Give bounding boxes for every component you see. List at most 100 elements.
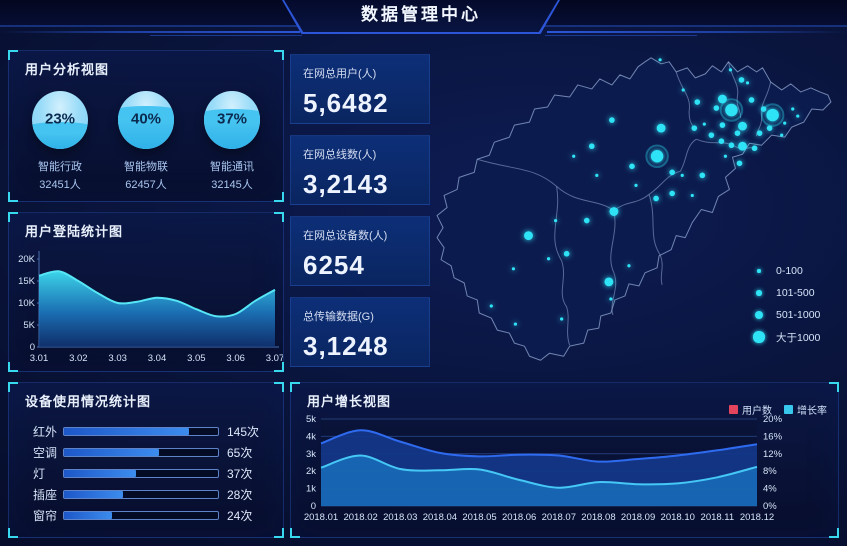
login-x-tick: 3.07 xyxy=(266,353,283,364)
map-bubble xyxy=(694,99,701,105)
device-row: 空调 65次 xyxy=(33,442,269,462)
device-label: 空调 xyxy=(33,445,58,460)
map-bubble xyxy=(489,304,493,308)
map-bubble xyxy=(708,132,715,138)
login-line xyxy=(38,270,276,318)
device-bar-chart: 红外 145次 空调 65次灯 37次 插座 28次 窗帘 24次 xyxy=(9,410,283,525)
region-map: 0-100 101-500 501-1000 大于1000 xyxy=(428,34,847,378)
login-x-tick: 3.03 xyxy=(108,353,127,364)
header-deco-line2-left xyxy=(150,35,302,36)
map-legend-dot-cell xyxy=(750,269,768,273)
growth-x-tick: 2018.09 xyxy=(621,512,655,523)
device-bar-fill xyxy=(64,448,160,456)
corner-bracket xyxy=(8,50,18,60)
device-label: 窗帘 xyxy=(33,508,58,523)
map-legend-dot xyxy=(756,290,762,296)
legend-item[interactable]: 增长率 xyxy=(784,402,827,417)
growth-left-y-tick: 4k xyxy=(306,431,316,442)
map-bubble xyxy=(588,143,595,150)
login-x-tick: 3.06 xyxy=(226,353,245,364)
map-bubble xyxy=(563,250,570,257)
corner-bracket xyxy=(274,50,284,60)
device-bar-fill xyxy=(64,427,189,435)
corner-bracket xyxy=(829,382,839,392)
legend-label: 用户数 xyxy=(742,406,772,417)
growth-left-y-tick: 2k xyxy=(306,466,316,477)
map-bubble xyxy=(791,107,795,111)
stat-value: 6254 xyxy=(303,250,365,280)
map-bubble xyxy=(760,106,767,112)
legend-swatch xyxy=(729,405,738,414)
header-deco-line-left xyxy=(0,31,300,33)
legend-label: 增长率 xyxy=(797,406,827,417)
map-bubble-halo xyxy=(719,98,744,122)
map-bubble xyxy=(583,217,590,224)
map-bubble xyxy=(734,130,741,136)
map-bubble xyxy=(609,207,619,216)
growth-right-y-tick: 16% xyxy=(763,431,783,442)
map-bubble xyxy=(511,267,516,271)
growth-x-tick: 2018.05 xyxy=(462,512,496,523)
map-bubble xyxy=(609,117,615,123)
map-bubble xyxy=(699,172,706,179)
stat-card: 在网总用户(人) 5,6482 xyxy=(290,54,430,124)
map-bubble xyxy=(513,322,518,326)
gauge-percent: 23% xyxy=(44,110,76,128)
panel-title-user-analysis: 用户分析视图 xyxy=(25,62,110,77)
gauge-count: 32145人 xyxy=(211,179,253,191)
map-bubble xyxy=(634,183,638,188)
device-value: 37次 xyxy=(227,466,253,481)
login-y-tick: 5K xyxy=(23,320,35,331)
map-legend-label: 101-500 xyxy=(776,287,815,299)
device-row: 插座 28次 xyxy=(33,484,269,504)
map-bubble xyxy=(572,154,576,158)
map-bubble xyxy=(796,114,800,118)
growth-right-y-tick: 20% xyxy=(763,414,783,425)
map-legend-item: 501-1000 xyxy=(750,304,820,326)
device-bar-fill xyxy=(64,469,137,477)
corner-bracket xyxy=(8,192,18,202)
device-label: 红外 xyxy=(33,424,58,439)
map-bubble xyxy=(627,264,631,268)
map-bubble xyxy=(680,173,684,177)
login-y-tick: 10K xyxy=(18,298,36,309)
gauge-liquid-fill xyxy=(204,109,260,149)
stat-value: 3,2143 xyxy=(303,169,389,199)
map-outline xyxy=(436,57,832,361)
panel-login-chart: 用户登陆统计图 0 5K 10K 15K 20K 3.01 3.02 3.03 3.04 3.05… xyxy=(8,212,284,372)
gauge-liquid-fill xyxy=(118,105,174,149)
gauge-liquid-fill xyxy=(32,122,88,149)
map-bubble xyxy=(723,154,728,158)
growth-x-tick: 2018.03 xyxy=(383,512,417,523)
map-legend-dot xyxy=(757,269,761,273)
device-bar-fill xyxy=(64,490,123,498)
map-legend-item: 101-500 xyxy=(750,282,820,304)
map-bubble xyxy=(691,125,698,131)
device-row: 灯 37次 xyxy=(33,463,269,483)
growth-x-tick: 2018.06 xyxy=(502,512,536,523)
map-bubble xyxy=(650,150,664,163)
gauge-count: 62457人 xyxy=(125,179,167,191)
map-bubble xyxy=(658,58,662,62)
map-bubble xyxy=(766,108,779,122)
corner-bracket xyxy=(290,382,300,392)
map-legend-dot-cell xyxy=(750,310,768,320)
map-bubble xyxy=(653,195,659,202)
map-bubble xyxy=(751,145,758,152)
device-label: 灯 xyxy=(33,466,46,481)
gauge-circle: 37% xyxy=(204,91,260,149)
growth-left-y-tick: 3k xyxy=(306,449,316,460)
growth-x-tick: 2018.01 xyxy=(304,512,338,523)
login-area-fill xyxy=(39,271,275,347)
header-deco-line2-right xyxy=(545,35,697,36)
device-value: 24次 xyxy=(227,508,253,523)
legend-item[interactable]: 用户数 xyxy=(729,402,772,417)
growth-left-y-tick: 5k xyxy=(306,414,316,425)
device-value: 65次 xyxy=(227,445,253,460)
gauge-group: 23% 智能行政 32451人 40% 智能物联 62457人 37% 智能通讯 32145人 xyxy=(9,78,283,192)
device-row: 窗帘 24次 xyxy=(33,505,269,525)
region-map-svg xyxy=(436,57,832,361)
map-bubble xyxy=(656,123,666,133)
growth-left-y-tick: 0 xyxy=(311,501,316,512)
panel-user-analysis: 用户分析视图 23% 智能行政 32451人 40% 智能物联 62457人 37% 智能通讯… xyxy=(8,50,284,202)
